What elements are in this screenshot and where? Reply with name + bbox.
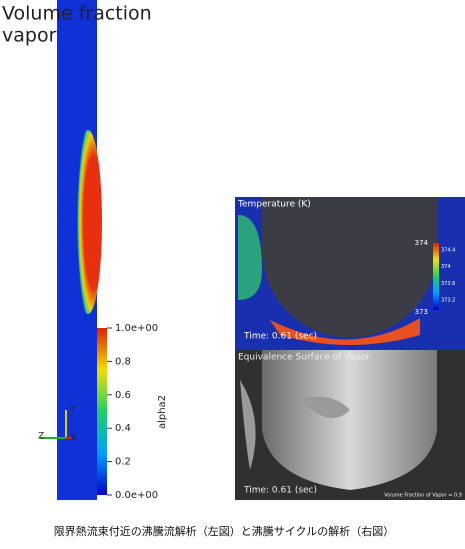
warm-region xyxy=(238,215,262,300)
colorbar-label: 0.6 xyxy=(115,390,131,401)
note: Volume Fraction of Vapor = 0.9 xyxy=(384,493,462,499)
scale-label: 374 xyxy=(415,239,429,247)
scale-label: 373 xyxy=(415,308,428,316)
vapor-region xyxy=(74,130,102,314)
colorbar-title: alpha2 xyxy=(157,395,168,429)
title-line: Volume fraction xyxy=(2,3,152,25)
time-label: Time: 0.61 (sec) xyxy=(243,486,317,496)
colorbar xyxy=(433,243,439,310)
colorbar-label: 0.4 xyxy=(115,423,131,434)
colorbar-label: 373.6 xyxy=(441,281,455,287)
colorbar-label: 1.0e+00 xyxy=(115,323,158,334)
axis-label: X xyxy=(70,434,76,444)
axis-label: Y xyxy=(69,405,76,415)
panel-title: Equivalence Surface of Vapor xyxy=(238,353,370,363)
vapor-surface xyxy=(262,350,437,490)
colorbar-label: 0.2 xyxy=(115,457,131,468)
panel-title: Temperature (K) xyxy=(237,200,311,210)
heater-body xyxy=(262,197,437,338)
bubble xyxy=(240,380,350,470)
colorbar-label: 0.8 xyxy=(115,356,131,367)
colorbar-label: 373.2 xyxy=(441,298,455,304)
colorbar-label: 374 xyxy=(441,264,451,270)
axis-label: Z xyxy=(38,432,44,442)
title-line: vapor xyxy=(2,25,57,47)
caption: 限界熱流束付近の沸騰流解析（左図）と沸騰サイクルの解析（右図） xyxy=(54,524,394,538)
colorbar-label: 374.4 xyxy=(441,248,455,254)
hot-region xyxy=(270,318,420,345)
colorbar-label: 0.0e+00 xyxy=(115,490,158,501)
time-label: Time: 0.61 (sec) xyxy=(243,332,317,342)
colorbar xyxy=(97,328,107,495)
axes-triad xyxy=(40,410,72,439)
